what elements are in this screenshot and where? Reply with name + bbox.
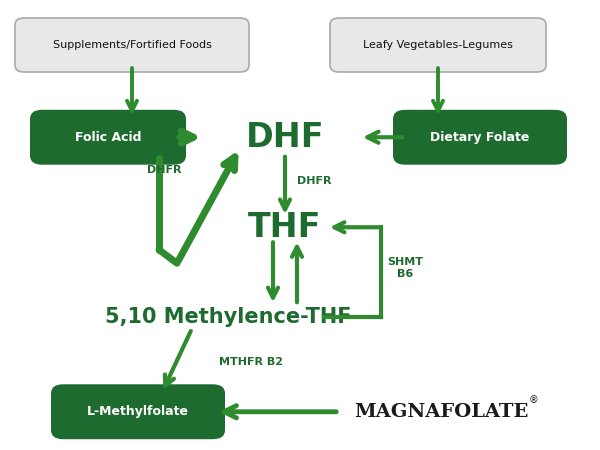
FancyBboxPatch shape [393,110,567,165]
Text: DHFR: DHFR [147,165,182,175]
Text: 5,10 Methylence-THF: 5,10 Methylence-THF [105,307,351,327]
Text: MAGNAFOLATE: MAGNAFOLATE [354,403,528,421]
FancyBboxPatch shape [330,18,546,72]
Text: Folic Acid: Folic Acid [75,131,141,144]
Text: Dietary Folate: Dietary Folate [430,131,530,144]
FancyBboxPatch shape [15,18,249,72]
FancyBboxPatch shape [51,384,225,439]
Text: DHFR: DHFR [297,176,331,186]
Text: DHF: DHF [245,121,325,154]
Text: L-Methylfolate: L-Methylfolate [87,405,189,418]
Text: SHMT
B6: SHMT B6 [387,257,423,279]
Text: Supplements/Fortified Foods: Supplements/Fortified Foods [53,40,211,50]
FancyBboxPatch shape [30,110,186,165]
Text: Leafy Vegetables-Legumes: Leafy Vegetables-Legumes [363,40,513,50]
Text: ®: ® [529,396,539,405]
Text: THF: THF [248,211,322,244]
Text: MTHFR B2: MTHFR B2 [219,357,283,367]
